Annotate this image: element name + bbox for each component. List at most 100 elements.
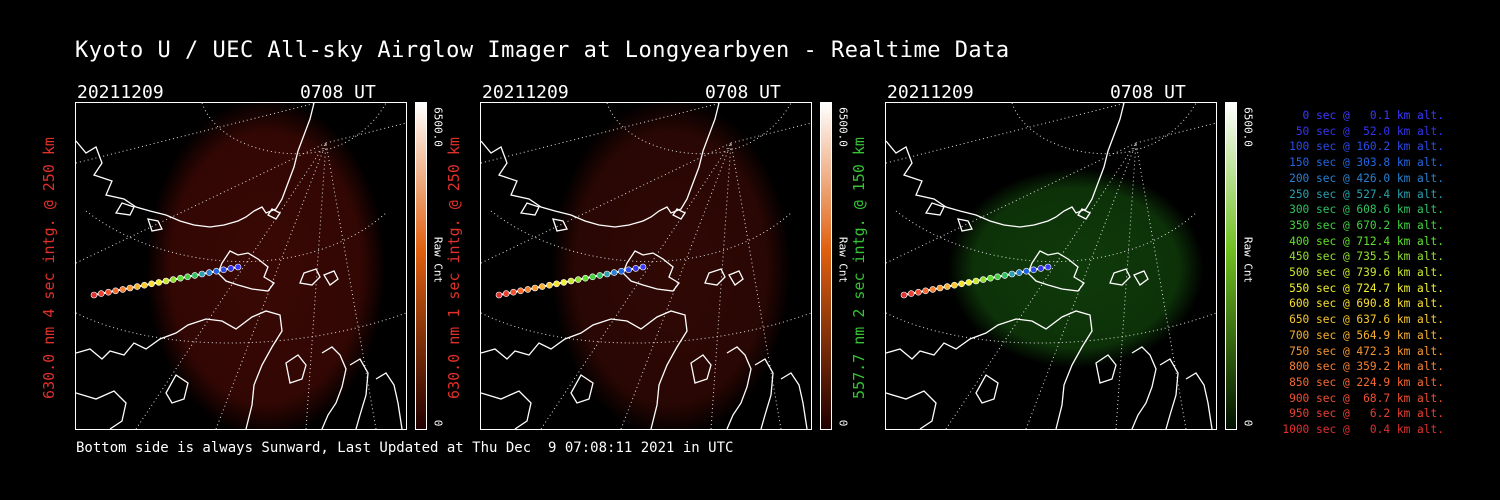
trajectory-point	[205, 269, 213, 276]
legend-entry: 650 sec @ 637.6 km alt.	[1282, 313, 1444, 327]
trajectory-point	[1030, 266, 1037, 274]
trajectory-point	[943, 283, 951, 290]
footer-status: Bottom side is always Sunward, Last Upda…	[76, 440, 734, 456]
trajectory-point	[582, 274, 589, 282]
panel-ylabel: 557.7 nm 2 sec intg. @ 150 km	[850, 137, 868, 399]
colorbar	[820, 102, 832, 430]
imager-panel-3: 20211209 0708 UT 557.7 nm 2 sec intg. @ …	[850, 80, 1285, 435]
trajectory-point	[922, 287, 929, 295]
legend-entry: 950 sec @ 6.2 km alt.	[1282, 407, 1444, 421]
legend-entry: 700 sec @ 564.9 km alt.	[1282, 328, 1444, 342]
trajectory-point	[1008, 270, 1016, 278]
colorbar	[415, 102, 427, 430]
sky-map[interactable]	[885, 102, 1217, 430]
sky-map-svg	[886, 103, 1216, 429]
panel-ylabel: 630.0 nm 4 sec intg. @ 250 km	[40, 137, 58, 399]
legend-entry: 200 sec @ 426.0 km alt.	[1282, 171, 1444, 185]
trajectory-point	[510, 288, 517, 296]
legend-entry: 50 sec @ 52.0 km alt.	[1282, 124, 1444, 138]
trajectory-point	[155, 279, 163, 286]
coastline	[76, 103, 403, 429]
imager-panel-1: 20211209 0708 UT 630.0 nm 4 sec intg. @ …	[40, 80, 475, 435]
trajectory-point	[141, 281, 148, 289]
trajectory-point	[972, 277, 980, 285]
trajectory-point	[97, 290, 105, 297]
imager-panel-2: 20211209 0708 UT 630.0 nm 1 sec intg. @ …	[445, 80, 880, 435]
trajectory-point	[90, 291, 98, 299]
trajectory-point	[1023, 267, 1030, 275]
legend-entry: 300 sec @ 608.6 km alt.	[1282, 203, 1444, 217]
trajectory-track	[90, 263, 242, 299]
trajectory-point	[618, 267, 625, 275]
trajectory-point	[531, 284, 539, 292]
page-title: Kyoto U / UEC All-sky Airglow Imager at …	[75, 38, 1010, 63]
trajectory-point	[546, 281, 553, 289]
trajectory-point	[524, 286, 532, 293]
legend-entry: 800 sec @ 359.2 km alt.	[1282, 360, 1444, 374]
trajectory-point	[148, 280, 155, 288]
trajectory-point	[538, 283, 546, 290]
colorbar-unit-label: Raw Cnt	[1241, 236, 1255, 284]
trajectory-point	[502, 290, 510, 297]
panel-date: 20211209	[482, 82, 569, 103]
trajectory-point	[951, 281, 958, 289]
trajectory-point	[213, 267, 220, 275]
trajectory-point	[177, 274, 184, 282]
sky-map-svg	[481, 103, 811, 429]
airglow-region	[948, 168, 1204, 368]
coastline	[481, 103, 808, 429]
panel-time: 0708 UT	[300, 82, 376, 103]
trajectory-point	[560, 279, 568, 286]
legend-entry: 350 sec @ 670.2 km alt.	[1282, 218, 1444, 232]
legend-entry: 1000 sec @ 0.4 km alt.	[1282, 423, 1444, 437]
trajectory-point	[589, 273, 596, 281]
trajectory-point	[133, 283, 141, 290]
trajectory-point	[979, 276, 987, 283]
trajectory-point	[198, 270, 206, 278]
trajectory-point	[936, 284, 944, 292]
trajectory-point	[987, 274, 994, 282]
trajectory-point	[234, 263, 242, 271]
trajectory-point	[625, 266, 632, 274]
trajectory-point	[632, 265, 640, 272]
panel-ylabel: 630.0 nm 1 sec intg. @ 250 km	[445, 137, 463, 399]
colorbar-max-label: 6500.0	[1241, 107, 1255, 147]
trajectory-point	[596, 272, 604, 279]
sky-map[interactable]	[480, 102, 812, 430]
sky-map[interactable]	[75, 102, 407, 430]
panel-date: 20211209	[77, 82, 164, 103]
trajectory-point	[567, 277, 575, 285]
trajectory-point	[900, 291, 908, 299]
trajectory-point	[639, 263, 647, 271]
trajectory-point	[553, 280, 560, 288]
trajectory-point	[112, 287, 119, 295]
trajectory-point	[1044, 263, 1052, 271]
trajectory-point	[191, 272, 199, 279]
trajectory-point	[574, 276, 582, 283]
colorbar-min-label: 0	[1241, 419, 1255, 427]
legend-entry: 450 sec @ 735.5 km alt.	[1282, 250, 1444, 264]
legend-entry: 500 sec @ 739.6 km alt.	[1282, 266, 1444, 280]
trajectory-point	[1037, 265, 1045, 272]
legend-entry: 100 sec @ 160.2 km alt.	[1282, 140, 1444, 154]
trajectory-point	[915, 288, 922, 296]
trajectory-track	[495, 263, 647, 299]
trajectory-point	[603, 270, 611, 278]
trajectory-point	[184, 273, 191, 281]
trajectory-point	[495, 291, 503, 299]
trajectory-point	[220, 266, 227, 274]
panel-date: 20211209	[887, 82, 974, 103]
trajectory-track	[900, 263, 1052, 299]
trajectory-point	[1001, 272, 1009, 279]
legend-entry: 550 sec @ 724.7 km alt.	[1282, 281, 1444, 295]
legend-entry: 900 sec @ 68.7 km alt.	[1282, 391, 1444, 405]
trajectory-point	[958, 280, 965, 288]
trajectory-point	[162, 277, 170, 285]
trajectory-point	[105, 288, 112, 296]
trajectory-point	[119, 286, 127, 293]
legend-entry: 850 sec @ 224.9 km alt.	[1282, 375, 1444, 389]
panel-time: 0708 UT	[705, 82, 781, 103]
trajectory-point	[907, 290, 915, 297]
legend-entry: 750 sec @ 472.3 km alt.	[1282, 344, 1444, 358]
trajectory-point	[610, 269, 618, 276]
